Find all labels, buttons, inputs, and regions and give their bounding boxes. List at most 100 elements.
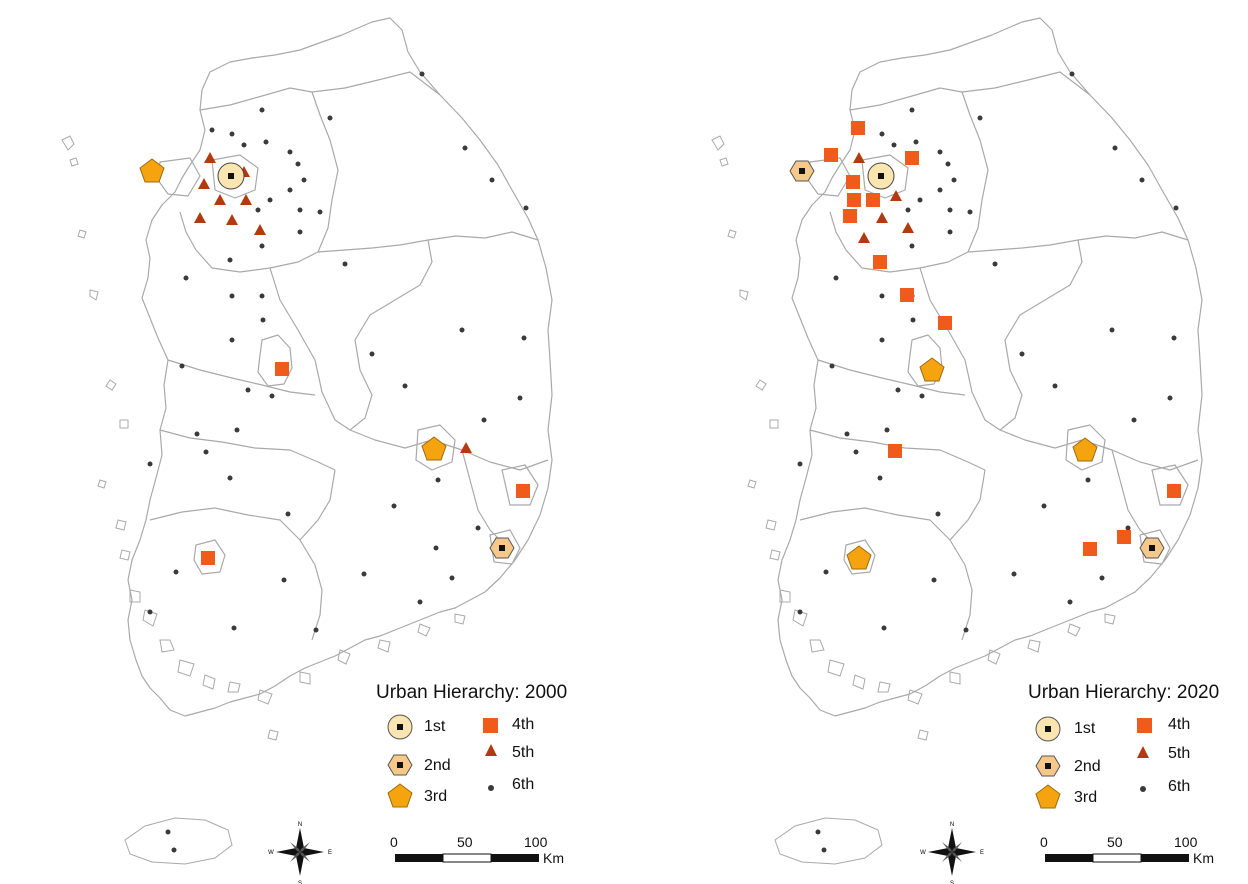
city-marker-6th xyxy=(1131,417,1137,423)
city-marker-6th xyxy=(797,609,803,615)
city-marker-5th xyxy=(240,194,252,205)
city-marker-6th xyxy=(881,625,887,631)
islands xyxy=(711,135,1116,865)
city-marker-2nd xyxy=(1139,537,1165,559)
city-marker-6th xyxy=(797,461,803,467)
daejeon-outline xyxy=(257,334,293,387)
border-jeonbuk xyxy=(809,429,986,471)
city-marker-4th xyxy=(851,121,865,135)
city-marker-6th xyxy=(1069,71,1075,77)
city-marker-3rd xyxy=(139,158,165,183)
city-marker-6th xyxy=(417,599,423,605)
mainland-outline xyxy=(777,17,1203,717)
province-boundaries xyxy=(777,17,1203,717)
city-marker-4th xyxy=(275,362,289,376)
city-marker-4th xyxy=(843,209,857,223)
city-marker-6th xyxy=(260,317,266,323)
jeju-island xyxy=(124,817,233,865)
city-marker-6th xyxy=(947,229,953,235)
city-marker-6th xyxy=(1109,327,1115,333)
compass-e: E xyxy=(328,850,332,856)
border-gangwon xyxy=(961,71,1091,96)
incheon-outline xyxy=(807,157,851,197)
city-marker-6th xyxy=(287,187,293,193)
city-marker-6th xyxy=(1125,525,1131,531)
city-marker-3rd xyxy=(919,357,945,382)
scale-tick-100: 100 xyxy=(524,834,548,850)
city-marker-5th xyxy=(254,224,266,235)
city-marker-6th xyxy=(1139,177,1145,183)
city-marker-4th xyxy=(938,316,952,330)
legend-symbols xyxy=(387,714,498,808)
compass-n: N xyxy=(298,822,302,828)
city-marker-6th xyxy=(317,209,323,215)
scale-tick-50: 50 xyxy=(1107,834,1123,850)
legend-label-1st: 1st xyxy=(424,718,446,735)
compass-rose-icon: N S E W xyxy=(920,822,984,884)
korea-map-2020: N S E W xyxy=(711,17,1203,884)
city-marker-6th xyxy=(879,293,885,299)
city-marker-6th xyxy=(229,131,235,137)
compass-e: E xyxy=(980,850,984,856)
city-marker-5th xyxy=(876,212,888,223)
scale-tick-0: 0 xyxy=(1040,834,1048,850)
city-marker-5th xyxy=(858,232,870,243)
city-marker-6th xyxy=(241,142,247,148)
city-marker-4th xyxy=(516,484,530,498)
city-marker-3rd xyxy=(846,545,872,570)
legend-label-2nd: 2nd xyxy=(1074,758,1101,775)
city-marker-6th xyxy=(369,351,375,357)
daegu-outline xyxy=(1065,424,1106,471)
legend-label-3rd: 3rd xyxy=(1074,789,1098,806)
city-marker-6th xyxy=(1052,383,1058,389)
border-gyeongbuk xyxy=(999,429,1199,471)
scale-bar xyxy=(395,853,539,863)
compass-rose-icon: N S E W xyxy=(268,822,332,884)
city-marker-6th xyxy=(229,293,235,299)
city-marker-6th xyxy=(917,197,923,203)
scale-tick-100: 100 xyxy=(1174,834,1198,850)
border-chungnam xyxy=(167,359,316,396)
city-marker-6th xyxy=(905,207,911,213)
city-markers xyxy=(139,71,530,853)
city-marker-6th xyxy=(1011,571,1017,577)
city-marker-6th xyxy=(1041,503,1047,509)
city-marker-6th xyxy=(937,149,943,155)
scale-unit: Km xyxy=(543,850,564,866)
city-marker-6th xyxy=(245,387,251,393)
city-marker-6th xyxy=(295,161,301,167)
map-panel-2020: N S E W Urban Hierar xyxy=(650,0,1248,884)
scale-tick-50: 50 xyxy=(457,834,473,850)
city-marker-6th xyxy=(1167,395,1173,401)
city-marker-6th xyxy=(931,577,937,583)
city-marker-6th xyxy=(391,503,397,509)
city-marker-6th xyxy=(227,257,233,263)
city-marker-6th xyxy=(165,829,171,835)
city-marker-6th xyxy=(853,449,859,455)
city-marker-6th xyxy=(919,393,925,399)
border-gyeonggi xyxy=(179,87,339,273)
city-marker-6th xyxy=(967,209,973,215)
city-marker-6th xyxy=(895,387,901,393)
city-marker-4th xyxy=(905,151,919,165)
ulsan-outline xyxy=(501,464,539,506)
city-marker-6th xyxy=(449,575,455,581)
province-boundaries xyxy=(127,17,553,717)
city-marker-6th xyxy=(231,625,237,631)
city-marker-6th xyxy=(255,207,261,213)
map-panel-2000: N S E W Ur xyxy=(61,17,567,884)
city-marker-6th xyxy=(342,261,348,267)
ulsan-outline xyxy=(1151,464,1189,506)
city-marker-6th xyxy=(459,327,465,333)
city-marker-6th xyxy=(171,847,177,853)
legend-symbols xyxy=(1035,716,1152,809)
south-archipelago xyxy=(765,519,1116,741)
city-marker-6th xyxy=(937,187,943,193)
city-marker-6th xyxy=(877,475,883,481)
city-marker-5th xyxy=(194,212,206,223)
city-marker-6th xyxy=(269,393,275,399)
legend-label-4th: 4th xyxy=(512,716,535,733)
border-gyeongbuk xyxy=(349,429,549,471)
city-marker-3rd xyxy=(421,436,447,461)
compass-s: S xyxy=(298,881,302,884)
